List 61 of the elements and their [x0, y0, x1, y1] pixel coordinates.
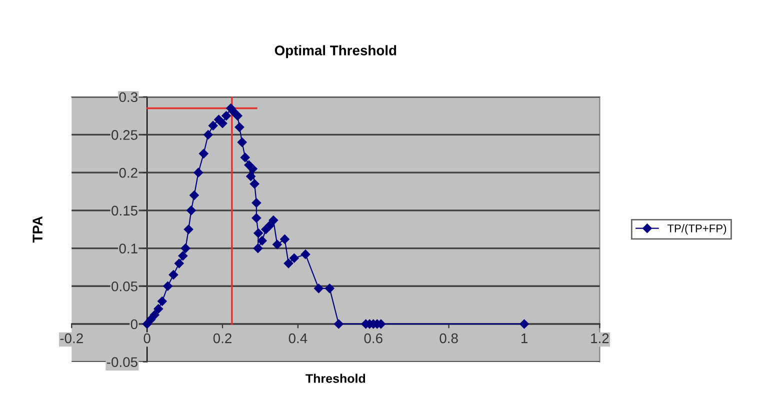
point: [265, 220, 274, 230]
point: [180, 244, 190, 253]
y-tick-label: 0.05: [112, 281, 138, 292]
x-tick-label: 0.6: [364, 333, 382, 344]
x-tick-label: 1: [521, 334, 528, 344]
point: [232, 111, 242, 120]
point: [158, 296, 167, 306]
y-tick-label: 0.2: [119, 168, 138, 178]
x-tick-label: 0.2: [213, 333, 232, 344]
point: [194, 168, 203, 178]
point: [253, 244, 263, 253]
point: [257, 236, 267, 246]
point: [218, 118, 228, 128]
point: [520, 319, 529, 329]
point: [163, 282, 172, 291]
point: [168, 270, 178, 280]
point: [250, 179, 260, 189]
y-tick-label: 0.15: [112, 206, 138, 216]
point: [280, 234, 290, 244]
x-tick-label: 0.8: [440, 333, 458, 344]
point: [325, 284, 334, 294]
point: [290, 254, 299, 263]
y-tick-label: 0.25: [112, 130, 138, 140]
point: [154, 304, 164, 314]
point: [184, 224, 194, 234]
x-tick-label: -0.2: [60, 333, 83, 344]
x-tick-label: 0: [144, 333, 150, 344]
point: [272, 240, 282, 250]
point: [254, 228, 263, 238]
point: [174, 258, 184, 268]
point: [190, 190, 199, 200]
point: [248, 164, 258, 174]
y-tick-label: -0.05: [107, 357, 138, 368]
y-tick-label: 0: [130, 319, 138, 330]
point: [204, 130, 213, 140]
point: [199, 149, 208, 158]
point: [178, 251, 188, 260]
point: [300, 250, 310, 259]
x-tick-label: 1.2: [591, 333, 609, 344]
legend-label: TP/(TP+FP): [667, 224, 726, 235]
point: [150, 310, 160, 320]
x-axis-title: Threshold: [306, 374, 366, 383]
y-axis-title: TPA: [32, 216, 42, 243]
point: [208, 121, 218, 130]
point: [146, 314, 156, 324]
point: [314, 284, 324, 294]
point: [268, 216, 278, 225]
point: [240, 152, 250, 162]
point: [246, 172, 256, 181]
x-tick-label: 0.4: [288, 333, 308, 344]
point: [186, 206, 196, 216]
point: [252, 213, 262, 223]
point: [334, 319, 344, 329]
point: [252, 198, 262, 208]
point: [234, 122, 244, 132]
chart-title: Optimal Threshold: [274, 45, 396, 58]
point: [237, 138, 247, 147]
point: [222, 111, 231, 120]
y-tick-label: 0.1: [119, 244, 138, 254]
point: [284, 258, 294, 268]
y-tick-label: 0.3: [119, 92, 138, 102]
